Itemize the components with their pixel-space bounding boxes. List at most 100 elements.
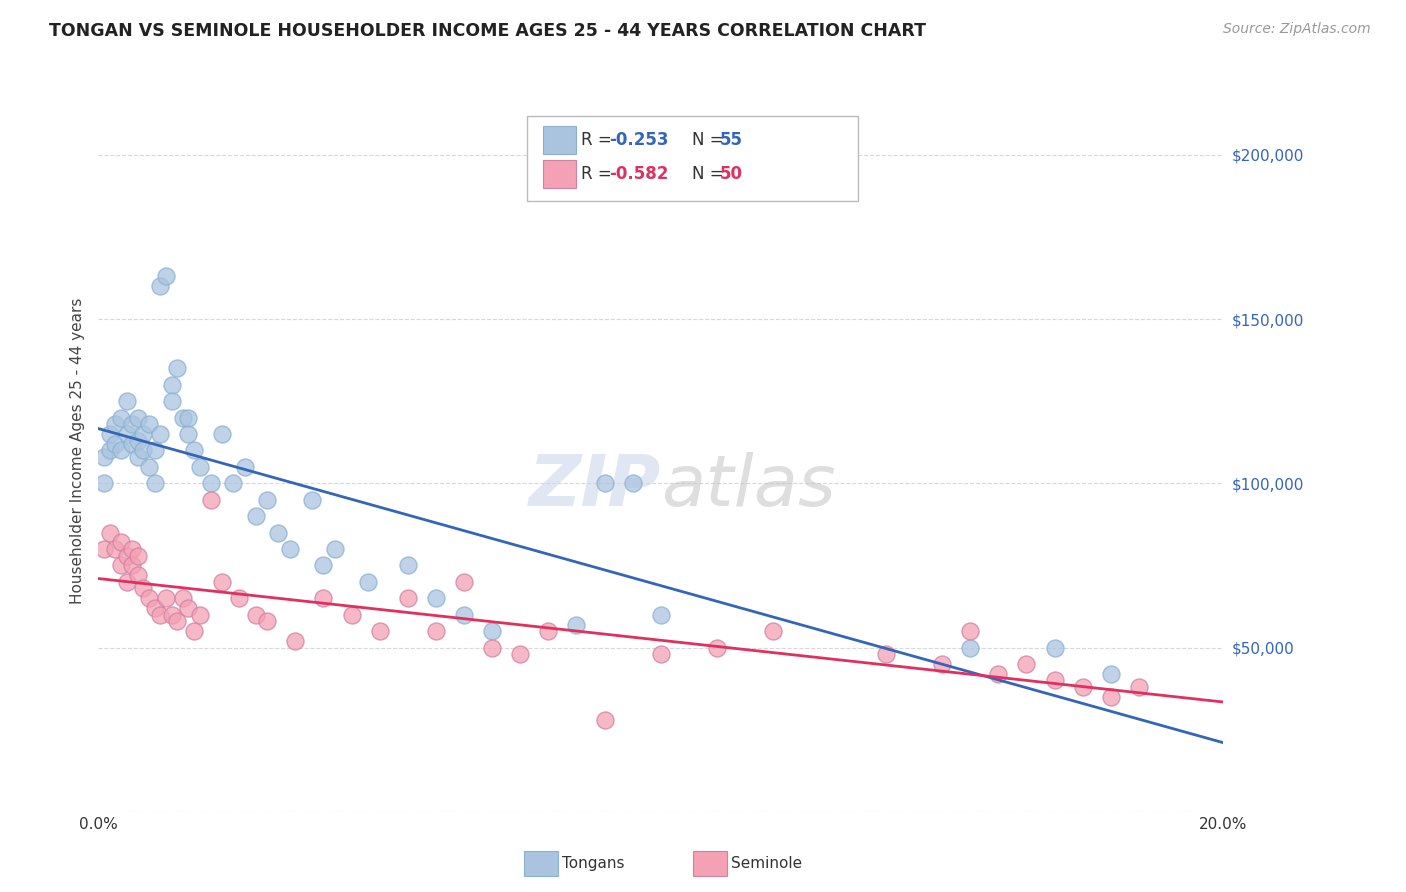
Point xyxy=(160,377,183,392)
Point xyxy=(1015,657,1038,671)
Point xyxy=(211,574,233,589)
Point xyxy=(312,591,335,606)
Point xyxy=(177,601,200,615)
Point xyxy=(481,640,503,655)
Point xyxy=(875,647,897,661)
Point xyxy=(110,535,132,549)
Point xyxy=(115,427,138,442)
Text: ZIP: ZIP xyxy=(529,452,661,521)
Point xyxy=(110,558,132,573)
Point xyxy=(621,476,644,491)
Point xyxy=(650,647,672,661)
Point xyxy=(93,476,115,491)
Point xyxy=(959,624,981,639)
Point xyxy=(98,427,121,442)
Point xyxy=(149,607,172,622)
Point xyxy=(453,574,475,589)
Point xyxy=(138,459,160,474)
Point xyxy=(160,607,183,622)
Point xyxy=(155,269,177,284)
Point xyxy=(188,459,211,474)
Point xyxy=(222,476,245,491)
Text: Seminole: Seminole xyxy=(731,856,803,871)
Point xyxy=(228,591,250,606)
Point xyxy=(481,624,503,639)
Point xyxy=(323,541,346,556)
Text: -0.582: -0.582 xyxy=(609,165,668,183)
Point xyxy=(256,614,278,628)
Y-axis label: Householder Income Ages 25 - 44 years: Householder Income Ages 25 - 44 years xyxy=(69,297,84,604)
Text: Source: ZipAtlas.com: Source: ZipAtlas.com xyxy=(1223,22,1371,37)
Point xyxy=(931,657,953,671)
Point xyxy=(1043,673,1066,688)
Point xyxy=(425,624,447,639)
Point xyxy=(987,666,1010,681)
Point xyxy=(110,443,132,458)
Point xyxy=(155,591,177,606)
Point xyxy=(959,640,981,655)
Text: 55: 55 xyxy=(720,131,742,149)
Point xyxy=(121,541,143,556)
Point xyxy=(706,640,728,655)
Point xyxy=(121,558,143,573)
Point xyxy=(93,450,115,464)
Point xyxy=(565,617,588,632)
Point xyxy=(115,549,138,563)
Point xyxy=(188,607,211,622)
Point xyxy=(104,437,127,451)
Point xyxy=(368,624,391,639)
Point xyxy=(256,492,278,507)
Point xyxy=(301,492,323,507)
Point xyxy=(183,624,205,639)
Point xyxy=(143,443,166,458)
Point xyxy=(396,558,419,573)
Point xyxy=(177,427,200,442)
Point xyxy=(593,713,616,727)
Point xyxy=(104,417,127,432)
Point xyxy=(143,601,166,615)
Point xyxy=(245,607,267,622)
Point xyxy=(110,410,132,425)
Point xyxy=(115,574,138,589)
Point xyxy=(132,443,155,458)
Point xyxy=(127,450,149,464)
Point xyxy=(121,417,143,432)
Text: atlas: atlas xyxy=(661,452,835,521)
Point xyxy=(453,607,475,622)
Point xyxy=(340,607,363,622)
Point xyxy=(245,509,267,524)
Text: 50: 50 xyxy=(720,165,742,183)
Point xyxy=(138,591,160,606)
Point xyxy=(177,410,200,425)
Point xyxy=(127,568,149,582)
Point xyxy=(132,582,155,596)
Point xyxy=(312,558,335,573)
Point xyxy=(762,624,785,639)
Point xyxy=(537,624,560,639)
Point xyxy=(127,549,149,563)
Text: -0.253: -0.253 xyxy=(609,131,668,149)
Text: R =: R = xyxy=(581,165,617,183)
Point xyxy=(1099,690,1122,704)
Point xyxy=(1043,640,1066,655)
Point xyxy=(172,591,194,606)
Point xyxy=(425,591,447,606)
Point xyxy=(121,437,143,451)
Point xyxy=(166,614,188,628)
Point xyxy=(115,394,138,409)
Point xyxy=(93,541,115,556)
Point xyxy=(593,476,616,491)
Point xyxy=(98,443,121,458)
Point xyxy=(132,427,155,442)
Point xyxy=(211,427,233,442)
Text: Tongans: Tongans xyxy=(562,856,624,871)
Text: N =: N = xyxy=(692,131,728,149)
Point xyxy=(98,525,121,540)
Point xyxy=(104,541,127,556)
Text: N =: N = xyxy=(692,165,728,183)
Point xyxy=(1071,680,1094,694)
Point xyxy=(172,410,194,425)
Point xyxy=(396,591,419,606)
Point xyxy=(357,574,380,589)
Point xyxy=(284,634,307,648)
